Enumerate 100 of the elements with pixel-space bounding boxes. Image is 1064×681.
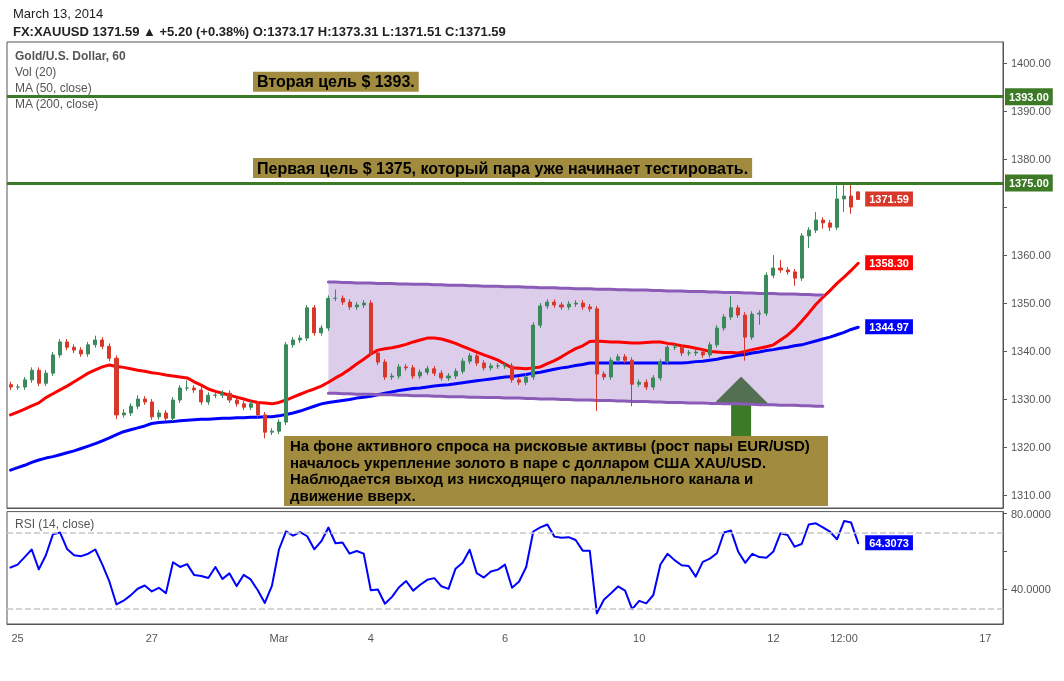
ref-line-label: 1375.00 bbox=[1009, 177, 1049, 190]
y-tick-label: 80.0000 bbox=[1011, 507, 1051, 520]
candlestick bbox=[341, 294, 345, 306]
candlestick bbox=[842, 183, 846, 213]
candlestick bbox=[609, 356, 613, 381]
candlestick bbox=[517, 376, 521, 386]
candlestick bbox=[722, 313, 726, 332]
x-tick-label: 4 bbox=[367, 631, 374, 644]
candlestick bbox=[220, 389, 224, 399]
candlestick bbox=[694, 348, 698, 357]
candlestick bbox=[658, 358, 662, 382]
candlestick bbox=[93, 335, 97, 349]
candlestick bbox=[651, 374, 655, 391]
candlestick bbox=[616, 353, 620, 364]
candlestick bbox=[828, 219, 832, 232]
y-tick-label: 1350.00 bbox=[1011, 297, 1051, 310]
candlestick bbox=[559, 301, 564, 311]
candlestick bbox=[644, 378, 648, 391]
y-tick-label: 1400.00 bbox=[1011, 57, 1051, 70]
y-tick-label: 1380.00 bbox=[1011, 153, 1051, 166]
candlestick bbox=[9, 381, 13, 391]
line-series bbox=[326, 391, 825, 408]
candlestick bbox=[446, 372, 451, 382]
candlestick bbox=[348, 298, 352, 311]
candlestick bbox=[30, 366, 34, 384]
chart-title: March 13, 2014 bbox=[13, 6, 104, 21]
candlestick bbox=[835, 185, 839, 231]
candlestick bbox=[800, 232, 804, 282]
candlestick bbox=[192, 384, 196, 394]
annotation: Vol (20) bbox=[15, 65, 57, 79]
candlestick bbox=[291, 336, 295, 349]
candlestick bbox=[178, 384, 182, 404]
candlestick bbox=[23, 376, 27, 391]
annotation: На фоне активного спроса на рисковые активы (рост пары EUR/USD) началось укрепление золото в паре с долларом США XAU/USD. Наблюдается выход из нисходящего параллельного канала и движение вверх. bbox=[284, 436, 828, 506]
candlestick bbox=[122, 408, 126, 419]
data-label: 64.3073 bbox=[869, 536, 909, 549]
candlestick bbox=[312, 304, 316, 337]
candlestick bbox=[171, 396, 175, 422]
candlestick bbox=[602, 370, 606, 381]
annotation: Первая цель $ 1375, который пара уже начинает тестировать. bbox=[257, 159, 749, 177]
candlestick bbox=[750, 310, 754, 341]
candlestick bbox=[637, 378, 641, 388]
y-tick-label: 1390.00 bbox=[1011, 105, 1051, 118]
candlestick bbox=[552, 298, 556, 309]
candlestick bbox=[708, 341, 712, 359]
x-tick-label: 27 bbox=[145, 631, 158, 644]
candlestick bbox=[489, 362, 493, 372]
candlestick bbox=[461, 357, 465, 375]
candlestick bbox=[411, 364, 415, 380]
candlestick bbox=[439, 369, 443, 382]
candlestick bbox=[482, 359, 486, 372]
candlestick bbox=[298, 334, 302, 344]
candlestick bbox=[793, 268, 797, 287]
candlestick bbox=[856, 190, 860, 201]
candlestick bbox=[355, 301, 359, 311]
candlestick bbox=[72, 343, 76, 354]
y-tick-label: 1320.00 bbox=[1011, 441, 1051, 454]
candlestick bbox=[114, 354, 119, 420]
ref-line-label: 1393.00 bbox=[1009, 90, 1049, 103]
candlestick bbox=[383, 358, 387, 381]
candlestick bbox=[86, 341, 90, 358]
candlestick bbox=[263, 411, 267, 439]
candlestick bbox=[319, 324, 323, 337]
candlestick bbox=[771, 254, 775, 279]
candlestick bbox=[736, 304, 740, 319]
annotation: MA (200, close) bbox=[15, 97, 99, 111]
candlestick bbox=[581, 299, 585, 311]
candlestick bbox=[574, 299, 578, 308]
candlestick bbox=[524, 373, 528, 386]
candlestick bbox=[538, 302, 542, 329]
candlestick bbox=[242, 400, 246, 411]
candlestick bbox=[454, 367, 458, 380]
candlestick bbox=[701, 348, 705, 359]
candlestick bbox=[567, 300, 571, 311]
y-tick-label: 1330.00 bbox=[1011, 393, 1051, 406]
candlestick bbox=[143, 395, 147, 406]
y-tick-label: 1360.00 bbox=[1011, 249, 1051, 262]
text: 1371.59 bbox=[869, 192, 909, 205]
candlestick bbox=[227, 389, 232, 404]
candlestick bbox=[58, 338, 62, 359]
candlestick bbox=[475, 352, 479, 367]
x-tick-label: Mar bbox=[269, 631, 289, 644]
data-label: 1358.30 bbox=[869, 256, 909, 269]
candlestick bbox=[256, 400, 260, 419]
candlestick bbox=[786, 266, 790, 276]
candlestick bbox=[51, 351, 55, 377]
candlestick bbox=[107, 342, 111, 362]
annotation: Gold/U.S. Dollar, 60 bbox=[15, 49, 127, 63]
candlestick bbox=[136, 394, 140, 410]
candlestick bbox=[270, 427, 274, 436]
candlestick bbox=[404, 363, 408, 372]
candlestick bbox=[849, 184, 853, 215]
candlestick bbox=[65, 338, 69, 351]
candlestick bbox=[164, 409, 168, 422]
candlestick bbox=[369, 299, 373, 357]
candlestick bbox=[305, 304, 309, 342]
line-series bbox=[9, 325, 860, 472]
candlestick bbox=[764, 271, 768, 317]
candlestick bbox=[100, 336, 104, 350]
candlestick bbox=[545, 298, 549, 310]
